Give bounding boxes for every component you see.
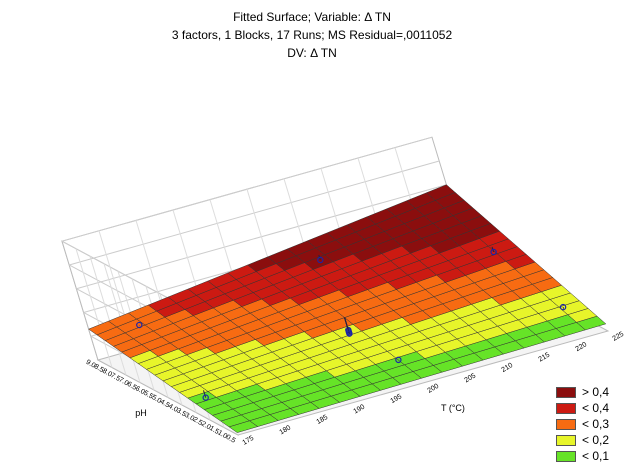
x-tick-label: 7.0 (118, 376, 130, 387)
x-tick-label: 6.5 (126, 381, 138, 392)
x-tick-label: 8.0 (101, 368, 113, 379)
legend-item: > 0,4 (556, 384, 609, 400)
x-tick-label: 2.5 (192, 416, 204, 427)
x-axis-label: pH (135, 408, 147, 418)
x-tick-label: 1.5 (208, 425, 220, 436)
wall-gridline (75, 248, 113, 368)
legend-swatch (556, 386, 576, 398)
y-axis-label: T (°C) (441, 403, 465, 413)
chart-subtitle: 3 factors, 1 Blocks, 17 Runs; MS Residua… (171, 28, 453, 42)
y-tick-label: 210 (501, 362, 515, 374)
data-point (559, 303, 567, 311)
y-tick-label: 190 (353, 404, 367, 416)
x-tick-label: 6.0 (134, 385, 146, 396)
y-tick-label: 175 (242, 435, 256, 447)
y-tick-label: 225 (612, 331, 624, 343)
data-point (202, 394, 209, 401)
legend-item: < 0,1 (556, 448, 609, 464)
data-point (490, 248, 497, 256)
data-point (395, 356, 402, 364)
legend: > 0,4 < 0,4 < 0,3 < 0,2 < 0,1 (556, 384, 609, 464)
data-point (317, 256, 324, 264)
point-stem (203, 390, 207, 398)
chart-title: Fitted Surface; Variable: Δ TN (233, 10, 391, 24)
wall-gridline (89, 256, 127, 376)
legend-swatch (556, 402, 576, 414)
x-tick-label: 3.0 (183, 412, 195, 423)
legend-item: < 0,3 (556, 416, 609, 432)
legend-label: < 0,4 (582, 401, 610, 415)
legend-swatch (556, 434, 576, 446)
y-tick-label: 185 (316, 414, 330, 426)
x-tick-label: 2.0 (200, 421, 212, 432)
y-tick-label: 180 (279, 424, 293, 436)
legend-label: < 0,1 (582, 449, 610, 463)
x-tick-label: 8.5 (93, 363, 105, 374)
x-tick-label: 7.5 (109, 372, 121, 383)
data-point (136, 321, 143, 329)
y-tick-label: 200 (427, 383, 441, 395)
x-tick-label: 4.0 (167, 403, 179, 414)
y-tick-label: 205 (464, 372, 478, 384)
data-point (346, 330, 353, 337)
surface-cell (426, 184, 456, 201)
x-tick-label: 0.5 (225, 434, 237, 445)
y-tick-label: 195 (390, 393, 404, 405)
legend-label: > 0,4 (582, 385, 610, 399)
x-tick-label: 5.5 (142, 390, 154, 401)
x-tick-label: 5.0 (150, 394, 162, 405)
x-tick-label: 3.5 (175, 407, 187, 418)
y-tick-label: 220 (575, 341, 589, 353)
legend-label: < 0,2 (582, 433, 610, 447)
x-tick-label: 4.5 (159, 399, 171, 410)
legend-label: < 0,3 (582, 417, 610, 431)
legend-swatch (556, 450, 576, 462)
legend-item: < 0,2 (556, 432, 609, 448)
dv-label: DV: Δ TN (287, 46, 337, 60)
x-tick-label: 1.0 (216, 429, 228, 440)
legend-swatch (556, 418, 576, 430)
y-tick-label: 215 (538, 352, 552, 364)
legend-item: < 0,4 (556, 400, 609, 416)
x-tick-label: 9.0 (85, 359, 97, 370)
